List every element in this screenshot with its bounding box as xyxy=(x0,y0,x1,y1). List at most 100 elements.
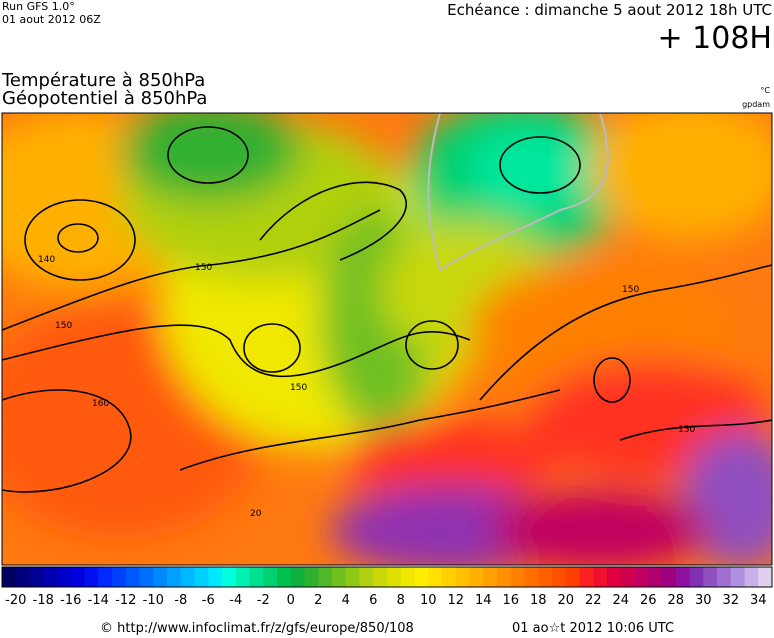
colorbar-swatch xyxy=(497,567,512,587)
colorbar-swatch xyxy=(717,567,732,587)
colorbar-swatch xyxy=(387,567,402,587)
contour-label: 150 xyxy=(622,285,639,295)
colorbar-swatch xyxy=(689,567,704,587)
colorbar-swatch xyxy=(730,567,745,587)
title-temp: Température à 850hPa xyxy=(1,70,205,91)
colorbar-label: 4 xyxy=(342,593,350,608)
colorbar-swatch xyxy=(70,567,85,587)
colorbar-label: 30 xyxy=(695,593,712,608)
colorbar-swatch xyxy=(332,567,347,587)
colorbar-label: -2 xyxy=(257,593,270,608)
colorbar-swatch xyxy=(662,567,677,587)
colorbar-swatch xyxy=(208,567,223,587)
colorbar-swatch xyxy=(469,567,484,587)
colorbar-swatch xyxy=(345,567,360,587)
colorbar: -20 -18 -16 -14 -12 -10 -8 -6 -4 -2 0 2 4 6 8 10 12 14 16 1… xyxy=(1,566,773,608)
contour-label: 150 xyxy=(290,383,307,393)
colorbar-label: 24 xyxy=(612,593,629,608)
contour-label: 150 xyxy=(55,321,72,331)
colorbar-label: -10 xyxy=(143,593,164,608)
colorbar-swatch xyxy=(290,567,305,587)
unit-temp: °C xyxy=(760,86,770,95)
colorbar-label: -18 xyxy=(33,593,54,608)
colorbar-swatch xyxy=(552,567,567,587)
colorbar-swatch xyxy=(744,567,759,587)
colorbar-label: -8 xyxy=(174,593,187,608)
colorbar-swatch xyxy=(318,567,333,587)
colorbar-label: 20 xyxy=(557,593,574,608)
colorbar-label: 26 xyxy=(640,593,657,608)
colorbar-label: 22 xyxy=(585,593,602,608)
contour-label: 20 xyxy=(250,509,262,519)
colorbar-label: 16 xyxy=(502,593,519,608)
colorbar-swatch xyxy=(510,567,525,587)
colorbar-swatch xyxy=(634,567,649,587)
contour-label: 150 xyxy=(678,425,695,435)
colorbar-swatch xyxy=(414,567,429,587)
colorbar-label: 6 xyxy=(369,593,377,608)
colorbar-swatch xyxy=(249,567,264,587)
colorbar-swatch xyxy=(675,567,690,587)
contour-label: 140 xyxy=(38,255,55,265)
map-frame xyxy=(1,112,773,566)
contour-label: 150 xyxy=(195,263,212,273)
colorbar-swatch xyxy=(359,567,374,587)
colorbar-label: -12 xyxy=(115,593,136,608)
colorbar-swatch xyxy=(112,567,127,587)
colorbar-swatch xyxy=(263,567,278,587)
colorbar-label: -20 xyxy=(5,593,26,608)
colorbar-swatch xyxy=(620,567,635,587)
footer-source: © http://www.infoclimat.fr/z/gfs/europe/… xyxy=(100,621,414,636)
colorbar-swatch xyxy=(2,567,17,587)
colorbar-swatch xyxy=(538,567,553,587)
valid-time: Echéance : dimanche 5 aout 2012 18h UTC xyxy=(447,1,772,19)
colorbar-swatch xyxy=(43,567,58,587)
colorbar-label: -16 xyxy=(60,593,81,608)
colorbar-swatch xyxy=(442,567,457,587)
colorbar-label: -14 xyxy=(88,593,109,608)
colorbar-swatch xyxy=(180,567,195,587)
colorbar-swatch xyxy=(139,567,154,587)
colorbar-label: 34 xyxy=(750,593,767,608)
colorbar-frame xyxy=(1,566,773,588)
colorbar-swatch xyxy=(222,567,237,587)
colorbar-swatch xyxy=(194,567,209,587)
colorbar-swatch xyxy=(98,567,113,587)
run-label: Run GFS 1.0° xyxy=(2,0,75,13)
colorbar-swatch xyxy=(235,567,250,587)
colorbar-swatch xyxy=(84,567,99,587)
colorbar-swatch xyxy=(758,567,773,587)
run-date: 01 aout 2012 06Z xyxy=(2,13,101,26)
colorbar-label: 10 xyxy=(420,593,437,608)
colorbar-swatch xyxy=(153,567,168,587)
colorbar-swatch xyxy=(125,567,140,587)
colorbar-swatch xyxy=(607,567,622,587)
title-geo: Géopotentiel à 850hPa xyxy=(2,88,207,109)
footer-generated: 01 ao☆t 2012 10:06 UTC xyxy=(512,621,674,636)
map: 140 150 150 150 160 150 150 20 xyxy=(2,113,772,565)
colorbar-swatch xyxy=(29,567,44,587)
colorbar-swatch xyxy=(579,567,594,587)
colorbar-swatch xyxy=(277,567,292,587)
colorbar-label: 14 xyxy=(475,593,492,608)
colorbar-swatch xyxy=(648,567,663,587)
colorbar-swatch xyxy=(428,567,443,587)
colorbar-label: 28 xyxy=(667,593,684,608)
colorbar-label: 12 xyxy=(447,593,464,608)
colorbar-swatch xyxy=(304,567,319,587)
colorbar-swatch xyxy=(703,567,718,587)
colorbar-label: 8 xyxy=(397,593,405,608)
colorbar-swatch xyxy=(373,567,388,587)
colorbar-label: -6 xyxy=(202,593,215,608)
unit-geo: gpdam xyxy=(742,100,770,109)
colorbar-swatch xyxy=(593,567,608,587)
colorbar-swatch xyxy=(565,567,580,587)
colorbar-swatch xyxy=(483,567,498,587)
colorbar-label: 32 xyxy=(722,593,739,608)
colorbar-swatch xyxy=(400,567,415,587)
colorbar-label: -4 xyxy=(229,593,242,608)
colorbar-swatch xyxy=(167,567,182,587)
colorbar-label: 2 xyxy=(314,593,322,608)
contour-label: 160 xyxy=(92,399,109,409)
